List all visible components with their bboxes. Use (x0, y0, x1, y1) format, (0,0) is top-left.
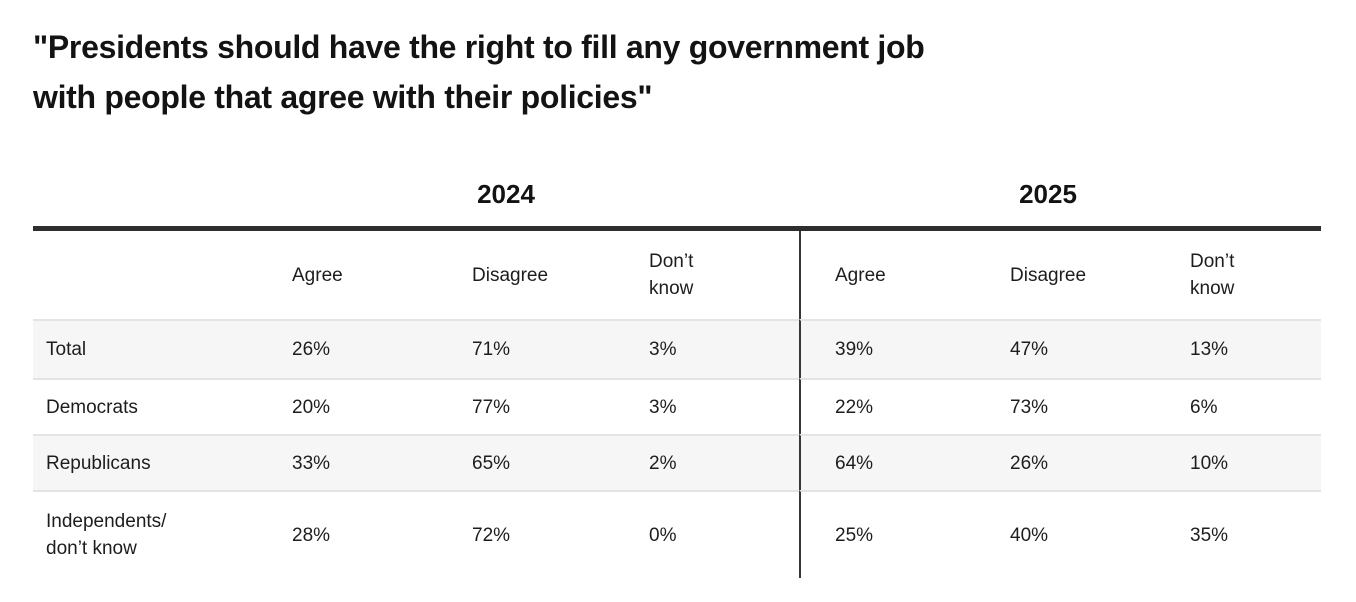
row-label-republicans: Republicans (33, 434, 292, 490)
cell-total-2024-disagree: 71% (472, 319, 649, 378)
poll-data-table: Agree Disagree Don’t know Agree Disagree… (33, 231, 1321, 578)
cell-republicans-2024-dont-know: 2% (649, 434, 799, 490)
header-2024-disagree: Disagree (472, 231, 649, 319)
cell-total-2024-dont-know: 3% (649, 319, 799, 378)
cell-independents-2024-agree: 28% (292, 490, 472, 578)
page-title: "Presidents should have the right to fil… (33, 22, 925, 122)
table-top-rule (33, 226, 1321, 231)
cell-republicans-2024-disagree: 65% (472, 434, 649, 490)
row-label-total: Total (33, 319, 292, 378)
cell-republicans-2025-disagree: 26% (1010, 434, 1190, 490)
header-2025-dont-know: Don’t know (1190, 231, 1321, 319)
cell-independents-2024-disagree: 72% (472, 490, 649, 578)
cell-republicans-2024-agree: 33% (292, 434, 472, 490)
cell-democrats-2025-disagree: 73% (1010, 378, 1190, 434)
cell-total-2025-agree: 39% (799, 319, 1010, 378)
cell-democrats-2025-dont-know: 6% (1190, 378, 1321, 434)
cell-democrats-2024-dont-know: 3% (649, 378, 799, 434)
header-corner-empty (33, 231, 292, 319)
cell-independents-2024-dont-know: 0% (649, 490, 799, 578)
header-2024-agree: Agree (292, 231, 472, 319)
cell-democrats-2024-agree: 20% (292, 378, 472, 434)
cell-independents-2025-dont-know: 35% (1190, 490, 1321, 578)
row-label-democrats: Democrats (33, 378, 292, 434)
cell-republicans-2025-agree: 64% (799, 434, 1010, 490)
header-2025-agree: Agree (799, 231, 1010, 319)
cell-democrats-2024-disagree: 77% (472, 378, 649, 434)
cell-independents-2025-agree: 25% (799, 490, 1010, 578)
cell-independents-2025-disagree: 40% (1010, 490, 1190, 578)
page-title-line2: with people that agree with their polici… (33, 79, 653, 115)
year-2024-label: 2024 (477, 179, 535, 209)
header-2025-disagree: Disagree (1010, 231, 1190, 319)
cell-democrats-2025-agree: 22% (799, 378, 1010, 434)
cell-republicans-2025-dont-know: 10% (1190, 434, 1321, 490)
header-2024-dont-know: Don’t know (649, 231, 799, 319)
cell-total-2025-disagree: 47% (1010, 319, 1190, 378)
cell-total-2024-agree: 26% (292, 319, 472, 378)
page-title-line1: "Presidents should have the right to fil… (33, 29, 925, 65)
row-label-independents: Independents/ don’t know (33, 490, 292, 578)
year-2025-label: 2025 (1019, 179, 1077, 209)
cell-total-2025-dont-know: 13% (1190, 319, 1321, 378)
